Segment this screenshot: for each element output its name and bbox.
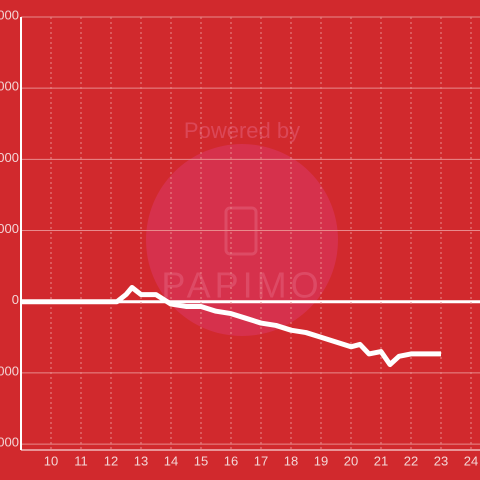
y-tick-label: 3,000: [0, 221, 19, 236]
x-tick-label: 23: [434, 453, 448, 468]
y-tick-label: 6,000: [0, 150, 19, 165]
x-tick-label: 16: [224, 453, 238, 468]
x-tick-label: 14: [164, 453, 178, 468]
x-tick-label: 22: [404, 453, 418, 468]
x-tick-label: 24: [464, 453, 478, 468]
watermark-brand: PAPIMO: [161, 265, 322, 306]
x-tick-label: 12: [104, 453, 118, 468]
x-tick-label: 21: [374, 453, 388, 468]
y-tick-label: -6,000: [0, 435, 19, 450]
x-tick-label: 10: [44, 453, 58, 468]
x-tick-label: 19: [314, 453, 328, 468]
y-tick-label: 12,000: [0, 7, 19, 22]
x-tick-label: 20: [344, 453, 358, 468]
x-tick-label: 11: [74, 453, 88, 468]
watermark-top: Powered by: [184, 118, 300, 143]
y-tick-label: 0: [12, 292, 19, 307]
x-tick-label: 15: [194, 453, 208, 468]
y-tick-label: 9,000: [0, 79, 19, 94]
data-line: [21, 284, 441, 368]
x-tick-label: 13: [134, 453, 148, 468]
y-tick-label: -3,000: [0, 363, 19, 378]
x-tick-label: 18: [284, 453, 298, 468]
x-tick-label: 17: [254, 453, 268, 468]
watermark-circle: [146, 144, 338, 336]
